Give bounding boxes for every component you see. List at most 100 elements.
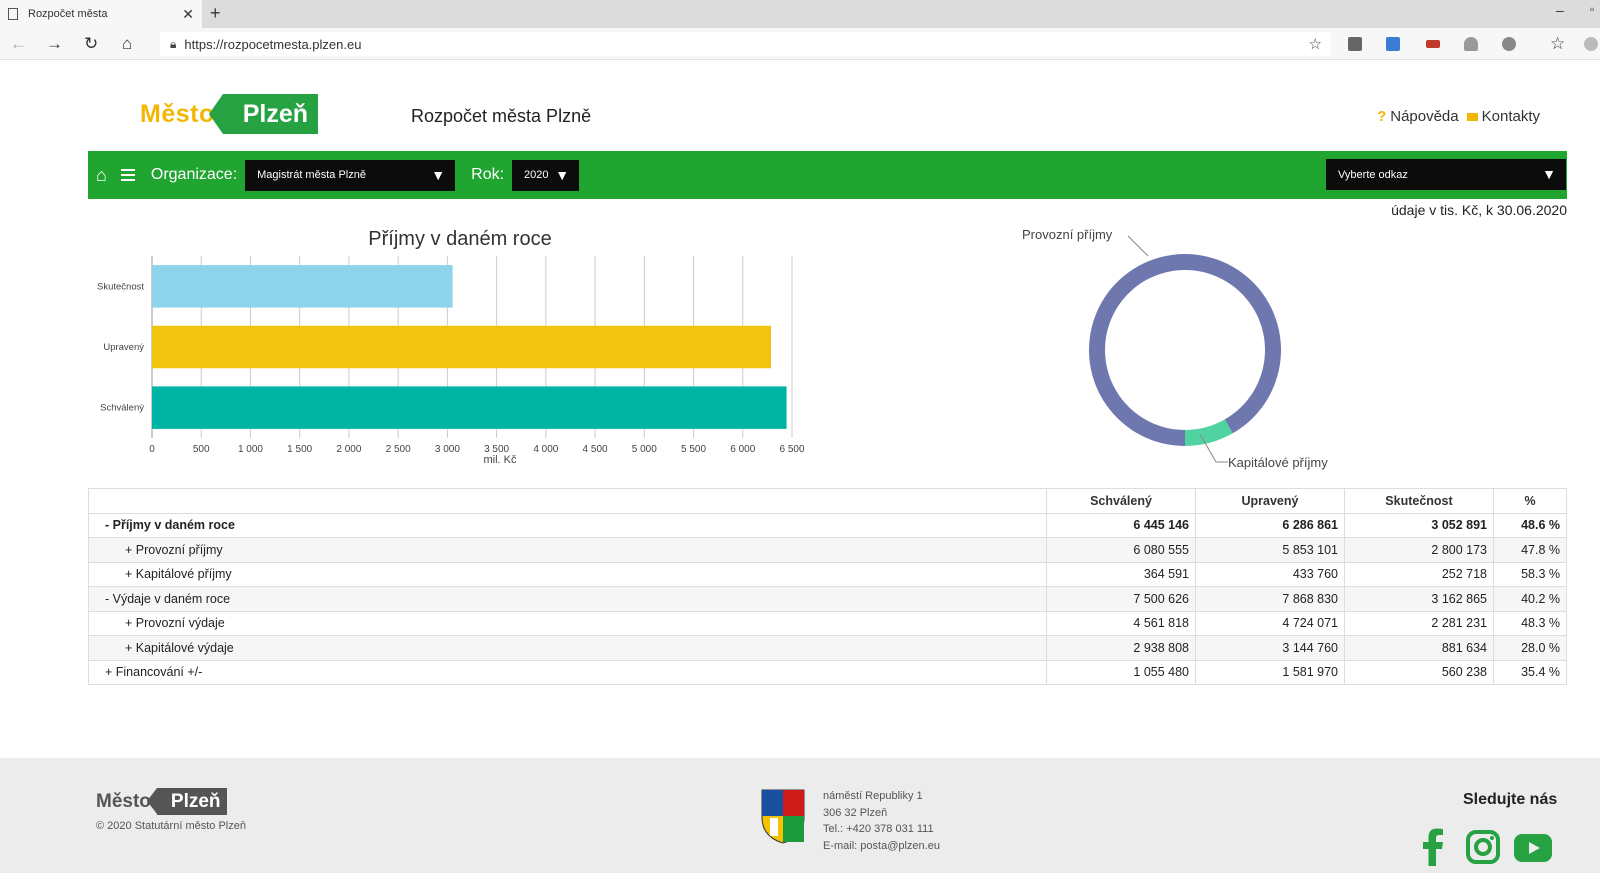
bar: [152, 386, 787, 429]
x-tick-label: 6 000: [730, 444, 755, 455]
back-icon[interactable]: ←: [10, 34, 27, 53]
browser-toolbar: ← → ↻ ⌂ 🔒︎ https://rozpocetmesta.plzen.e…: [0, 28, 1600, 60]
donut-slice: [1185, 419, 1233, 446]
x-tick-label: 3 500: [484, 444, 509, 455]
logo-mesto: Město: [140, 99, 215, 128]
value-cell: 252 718: [1344, 561, 1494, 587]
value-cell: 364 591: [1046, 561, 1196, 587]
x-tick-label: 4 500: [583, 444, 608, 455]
city-crest-icon: [761, 789, 805, 844]
x-tick-label: 6 500: [779, 444, 804, 455]
site-logo[interactable]: Město Plzeň: [140, 93, 319, 135]
row-label[interactable]: - Výdaje v daném roce: [88, 586, 1047, 612]
home-icon[interactable]: ⌂: [122, 34, 133, 53]
table-row[interactable]: + Provozní příjmy 6 080 555 5 853 101 2 800…: [88, 537, 1567, 563]
row-label[interactable]: - Příjmy v daném roce: [88, 512, 1047, 538]
browser-tabbar: Rozpočet města ✕ + – ▫: [0, 0, 1600, 28]
y-tick-label: Skutečnost: [97, 281, 144, 292]
organization-select[interactable]: Magistrát města Plzně ▼: [245, 159, 456, 191]
lock-icon: 🔒︎: [170, 36, 177, 51]
x-tick-label: 500: [193, 444, 210, 455]
pocket-icon[interactable]: [1426, 40, 1440, 48]
table-row[interactable]: + Kapitálové výdaje 2 938 808 3 144 760 881…: [88, 635, 1567, 661]
budget-table: Schválený Upravený Skutečnost % - Příjmy…: [88, 488, 1567, 685]
forward-icon[interactable]: →: [46, 34, 63, 53]
row-label[interactable]: + Provozní příjmy: [88, 537, 1047, 563]
reload-icon[interactable]: ↻: [84, 34, 99, 53]
percent-cell: 47.8 %: [1493, 537, 1567, 563]
new-tab-icon[interactable]: +: [210, 3, 221, 23]
browser-tab[interactable]: Rozpočet města ✕: [0, 0, 202, 28]
favorite-star-icon[interactable]: ☆: [1308, 36, 1322, 53]
x-tick-label: 0: [149, 444, 155, 455]
contacts-link[interactable]: Kontakty: [1466, 108, 1540, 125]
address-line: náměstí Republiky 1: [823, 790, 923, 802]
instagram-icon[interactable]: [1466, 830, 1500, 864]
home-button-icon[interactable]: ⌂: [96, 164, 107, 185]
profile-icon[interactable]: [1584, 37, 1598, 51]
table-header-row: Schválený Upravený Skutečnost %: [88, 488, 1567, 514]
table-row[interactable]: + Provozní výdaje 4 561 818 4 724 071 2 281…: [88, 610, 1567, 636]
value-cell: 4 561 818: [1046, 610, 1196, 636]
value-cell: 2 800 173: [1344, 537, 1494, 563]
x-tick-label: 1 000: [238, 444, 263, 455]
value-cell: 6 080 555: [1046, 537, 1196, 563]
table-row[interactable]: - Příjmy v daném roce 6 445 146 6 286 861 3…: [88, 512, 1567, 538]
percent-cell: 35.4 %: [1493, 659, 1567, 685]
chart-title: Příjmy v daném roce: [368, 228, 552, 250]
x-tick-label: 2 000: [336, 444, 361, 455]
x-tick-label: 3 000: [435, 444, 460, 455]
youtube-icon[interactable]: [1514, 834, 1552, 862]
close-tab-icon[interactable]: ✕: [182, 6, 194, 22]
phone-line: Tel.: +420 378 031 111: [823, 823, 934, 835]
list-icon[interactable]: [120, 169, 135, 181]
address-line: 306 32 Plzeň: [823, 806, 888, 819]
bar: [152, 265, 453, 308]
reading-view-icon[interactable]: [1348, 37, 1362, 51]
percent-cell: 28.0 %: [1493, 635, 1567, 661]
email-line[interactable]: E-mail: posta@plzen.eu: [823, 839, 940, 852]
y-tick-label: Schválený: [100, 403, 144, 414]
label-header: [88, 488, 1047, 514]
link-select[interactable]: Vyberte odkaz ▼: [1326, 159, 1566, 190]
facebook-icon[interactable]: [1420, 828, 1446, 866]
percent-cell: 48.3 %: [1493, 610, 1567, 636]
help-link[interactable]: ? Nápověda: [1377, 108, 1459, 125]
donut-label: Kapitálové příjmy: [1228, 455, 1328, 470]
row-label[interactable]: + Financování +/-: [88, 659, 1047, 685]
row-label[interactable]: + Provozní výdaje: [88, 610, 1047, 636]
top-links: ? Nápověda Kontakty: [1377, 108, 1540, 125]
table-row[interactable]: + Financování +/- 1 055 480 1 581 970 560 2…: [88, 659, 1567, 685]
copyright: © 2020 Statutární město Plzeň: [96, 820, 246, 832]
shield-icon[interactable]: [1502, 37, 1516, 51]
footer-logo[interactable]: Město Plzeň: [96, 788, 227, 815]
row-label[interactable]: + Kapitálové příjmy: [88, 561, 1047, 587]
account-ext-icon[interactable]: [1464, 37, 1478, 51]
col-header: Skutečnost: [1344, 488, 1494, 514]
year-select[interactable]: 2020 ▼: [512, 159, 580, 191]
value-cell: 1 055 480: [1046, 659, 1196, 685]
page-title: Rozpočet města Plzně: [411, 106, 592, 126]
chevron-down-icon: ▼: [431, 166, 446, 183]
x-tick-label: 5 500: [681, 444, 706, 455]
favorites-icon[interactable]: ☆: [1550, 34, 1566, 53]
value-cell: 1 581 970: [1195, 659, 1345, 685]
extension-icon[interactable]: [1386, 37, 1400, 51]
value-cell: 3 052 891: [1344, 512, 1494, 538]
question-icon: ?: [1377, 108, 1387, 125]
filter-bar: ⌂ Organizace: Magistrát města Plzně ▼ Ro…: [88, 151, 1567, 199]
follow-us: Sledujte nás: [1463, 791, 1558, 808]
percent-cell: 40.2 %: [1493, 586, 1567, 612]
value-cell: 2 938 808: [1046, 635, 1196, 661]
income-bar-chart: 0 500 1 000 1 500 2 000 2 500 3 000 3 500 4 000 4…: [97, 256, 805, 466]
table-row[interactable]: - Výdaje v daném roce 7 500 626 7 868 830 3…: [88, 586, 1567, 612]
row-label[interactable]: + Kapitálové výdaje: [88, 635, 1047, 661]
minimize-icon[interactable]: –: [1556, 2, 1564, 18]
col-header: %: [1493, 488, 1567, 514]
maximize-icon[interactable]: ▫: [1590, 2, 1595, 16]
table-row[interactable]: + Kapitálové příjmy 364 591 433 760 252 718…: [88, 561, 1567, 587]
address-bar[interactable]: 🔒︎ https://rozpocetmesta.plzen.eu ☆: [160, 32, 1330, 56]
logo-plzen: Plzeň: [208, 94, 319, 134]
value-cell: 881 634: [1344, 635, 1494, 661]
envelope-icon: [1466, 113, 1478, 122]
